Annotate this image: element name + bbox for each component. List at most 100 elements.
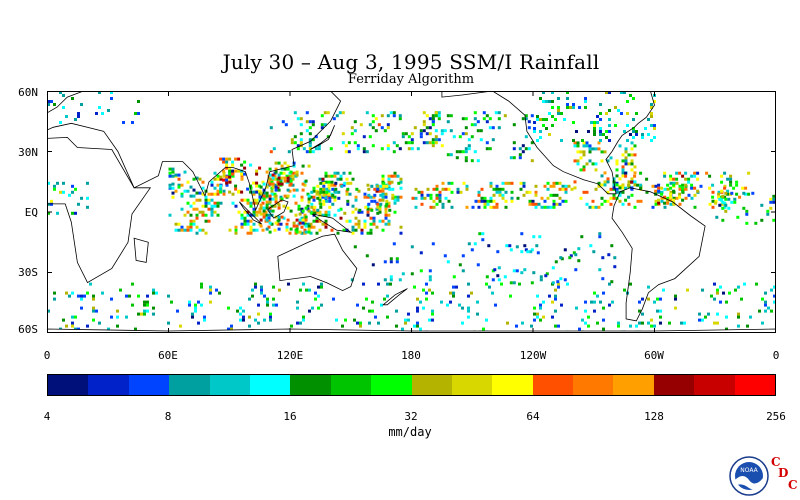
rain-pixel — [71, 321, 74, 325]
rain-pixel — [53, 297, 56, 301]
rain-pixel — [353, 141, 357, 145]
rain-pixel — [310, 205, 314, 209]
rain-pixel — [617, 109, 620, 112]
rain-pixel — [592, 250, 596, 254]
rain-pixel — [632, 130, 635, 133]
rain-pixel — [219, 190, 223, 194]
rain-pixel — [722, 291, 725, 295]
rain-pixel — [340, 184, 344, 188]
rain-pixel — [336, 171, 340, 175]
rain-pixel — [308, 150, 312, 154]
rain-pixel — [512, 156, 516, 160]
rain-pixel — [330, 174, 334, 178]
rain-pixel — [489, 199, 493, 203]
rain-pixel — [633, 165, 637, 169]
rain-pixel — [519, 187, 523, 191]
rain-pixel — [177, 177, 181, 181]
rain-pixel — [554, 288, 557, 292]
rain-pixel — [293, 141, 297, 145]
rain-pixel — [761, 297, 764, 301]
rain-pixel — [243, 160, 247, 164]
rain-pixel — [742, 191, 746, 195]
rain-pixel — [231, 192, 235, 196]
rain-pixel — [192, 188, 196, 192]
rain-pixel — [373, 193, 377, 197]
rain-pixel — [348, 171, 352, 175]
rain-pixel — [264, 216, 268, 220]
rain-pixel — [194, 306, 197, 310]
rain-pixel — [384, 216, 388, 220]
rain-pixel — [366, 213, 370, 217]
rain-pixel — [228, 228, 232, 232]
rain-pixel — [234, 157, 238, 161]
rain-pixel — [267, 177, 271, 181]
rain-pixel — [639, 199, 643, 203]
rain-pixel — [396, 174, 400, 178]
colorbar-label-256: 256 — [766, 410, 786, 423]
seagull-icon — [735, 476, 763, 490]
rain-pixel — [71, 97, 74, 100]
rain-pixel — [392, 242, 396, 246]
rain-pixel — [721, 194, 725, 198]
rain-pixel — [234, 231, 238, 235]
rain-pixel — [530, 324, 533, 328]
rain-pixel — [560, 139, 563, 142]
rain-pixel — [577, 247, 581, 251]
rain-pixel — [602, 133, 605, 136]
rain-pixel — [751, 191, 755, 195]
rain-pixel — [269, 315, 272, 319]
rain-pixel — [318, 177, 322, 181]
rain-pixel — [654, 189, 658, 193]
rain-pixel — [191, 312, 194, 316]
rain-pixel — [310, 211, 314, 215]
rain-pixel — [593, 291, 596, 295]
rain-pixel — [243, 166, 247, 170]
rain-pixel — [599, 139, 602, 142]
rain-pixel — [554, 324, 557, 328]
rain-pixel — [357, 225, 361, 229]
rain-pixel — [621, 159, 625, 163]
rain-pixel — [431, 309, 434, 313]
rain-pixel — [422, 123, 426, 127]
rain-pixel — [483, 205, 487, 209]
rain-pixel — [200, 303, 203, 307]
rain-pixel — [428, 275, 432, 279]
rain-pixel — [366, 231, 370, 235]
rain-pixel — [729, 177, 733, 181]
colorbar-swatch — [249, 375, 291, 395]
rain-pixel — [299, 117, 303, 121]
rain-pixel — [621, 183, 625, 187]
rain-pixel — [773, 285, 776, 289]
rain-pixel — [198, 177, 202, 181]
rain-pixel — [346, 199, 350, 203]
rain-pixel — [146, 303, 149, 307]
colorbar-swatch — [694, 375, 735, 395]
rain-pixel — [573, 186, 577, 190]
rain-pixel — [377, 123, 381, 127]
rain-pixel — [557, 282, 560, 286]
rain-pixel — [523, 244, 527, 248]
rain-pixel — [378, 186, 382, 190]
rain-pixel — [350, 278, 354, 282]
rain-pixel — [536, 251, 540, 255]
rain-pixel — [357, 219, 361, 223]
rain-pixel — [286, 179, 290, 183]
rain-pixel — [303, 213, 307, 217]
rain-pixel — [476, 300, 479, 304]
rain-pixel — [572, 121, 575, 124]
rain-pixel — [563, 118, 566, 121]
rain-pixel — [624, 150, 628, 154]
rain-pixel — [327, 210, 331, 214]
rain-pixel — [582, 153, 586, 157]
rain-pixel — [254, 282, 257, 286]
rain-pixel — [303, 222, 307, 226]
rain-pixel — [222, 178, 226, 182]
rain-pixel — [599, 103, 602, 106]
rain-pixel — [630, 147, 634, 151]
rain-pixel — [504, 205, 508, 209]
rain-pixel — [291, 177, 295, 181]
rain-pixel — [312, 195, 316, 199]
rain-pixel — [171, 167, 175, 171]
rain-pixel — [528, 199, 532, 203]
rain-pixel — [486, 199, 490, 203]
